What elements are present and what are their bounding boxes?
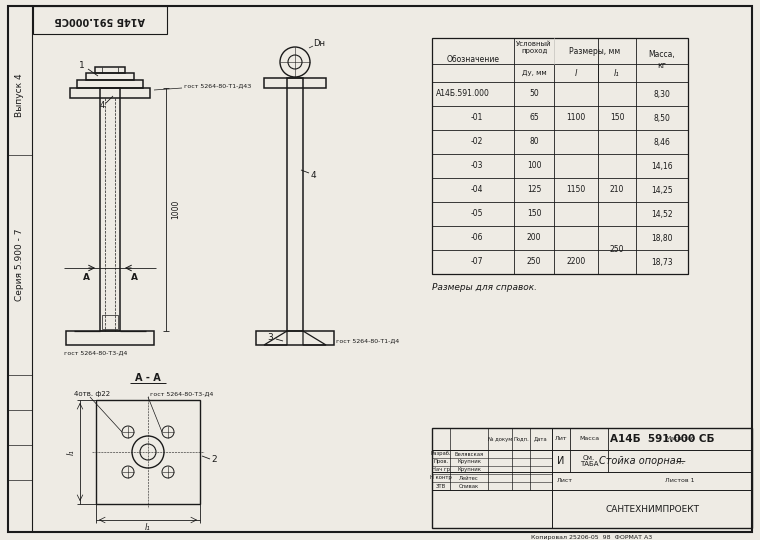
Text: А - А: А - А bbox=[135, 373, 161, 383]
Text: —: — bbox=[675, 456, 685, 466]
Text: 1000: 1000 bbox=[172, 200, 181, 219]
Bar bbox=[33, 6, 167, 34]
Bar bbox=[66, 331, 154, 345]
Text: А14Б 591.000СБ: А14Б 591.000СБ bbox=[55, 15, 145, 25]
Bar bbox=[70, 88, 150, 98]
Bar bbox=[95, 67, 125, 73]
Text: И: И bbox=[557, 456, 565, 466]
Text: -05: -05 bbox=[470, 210, 483, 219]
Text: САНТЕХНИМПРОЕКТ: САНТЕХНИМПРОЕКТ bbox=[605, 504, 699, 514]
Text: гост 5264-80-Т3-Д4: гост 5264-80-Т3-Д4 bbox=[150, 392, 214, 396]
Text: А: А bbox=[131, 273, 138, 282]
Text: Белявская: Белявская bbox=[454, 451, 483, 456]
Text: Крупник: Крупник bbox=[457, 468, 481, 472]
Text: Пров.: Пров. bbox=[433, 460, 448, 464]
Text: А14Б.591.000: А14Б.591.000 bbox=[436, 90, 490, 98]
Text: Размеры, мм: Размеры, мм bbox=[569, 46, 621, 56]
Bar bbox=[264, 78, 326, 88]
Text: Обозначение: Обозначение bbox=[447, 56, 499, 64]
Text: Лейтес: Лейтес bbox=[459, 476, 479, 481]
Text: Масса,
кг: Масса, кг bbox=[648, 50, 676, 70]
Text: -03: -03 bbox=[470, 161, 483, 171]
Text: 14,16: 14,16 bbox=[651, 161, 673, 171]
Text: -04: -04 bbox=[470, 186, 483, 194]
Text: 18,80: 18,80 bbox=[651, 233, 673, 242]
Text: См.
ТАБА: См. ТАБА bbox=[580, 455, 598, 468]
Text: 4: 4 bbox=[100, 102, 105, 111]
Text: Серия 5.900 - 7: Серия 5.900 - 7 bbox=[15, 229, 24, 301]
Bar bbox=[256, 331, 334, 345]
Text: -07: -07 bbox=[470, 258, 483, 267]
Bar bbox=[287, 78, 303, 331]
Text: Листов 1: Листов 1 bbox=[665, 478, 695, 483]
Bar bbox=[96, 400, 200, 504]
Text: 150: 150 bbox=[527, 210, 541, 219]
Text: 125: 125 bbox=[527, 186, 541, 194]
Text: l: l bbox=[575, 69, 577, 78]
Text: Нач гр: Нач гр bbox=[432, 468, 450, 472]
Text: 18,73: 18,73 bbox=[651, 258, 673, 267]
Text: Размеры для справок.: Размеры для справок. bbox=[432, 284, 537, 293]
Text: 2200: 2200 bbox=[566, 258, 586, 267]
Text: 1150: 1150 bbox=[566, 186, 586, 194]
Text: 65: 65 bbox=[529, 113, 539, 123]
Text: Выпуск 4: Выпуск 4 bbox=[15, 73, 24, 117]
Text: l₁: l₁ bbox=[145, 523, 151, 532]
Text: 1: 1 bbox=[79, 62, 85, 71]
Bar bbox=[102, 315, 118, 329]
Text: 1100: 1100 bbox=[566, 113, 586, 123]
Text: 2: 2 bbox=[211, 456, 217, 464]
Text: 250: 250 bbox=[610, 246, 624, 254]
Text: 4отв. ф22: 4отв. ф22 bbox=[74, 391, 110, 397]
Text: гост 5264-80-Т1-Д4З: гост 5264-80-Т1-Д4З bbox=[184, 84, 252, 89]
Text: Масса: Масса bbox=[579, 436, 599, 442]
Text: А: А bbox=[83, 273, 90, 282]
Text: 8,50: 8,50 bbox=[654, 113, 670, 123]
Bar bbox=[100, 88, 120, 331]
Text: Условный
проход: Условный проход bbox=[516, 42, 552, 55]
Text: Крупник: Крупник bbox=[457, 460, 481, 464]
Bar bbox=[432, 428, 752, 528]
Text: l₁: l₁ bbox=[614, 69, 620, 78]
Text: Разраб.: Разраб. bbox=[431, 451, 451, 456]
Text: Dн: Dн bbox=[313, 39, 325, 49]
Text: 8,30: 8,30 bbox=[654, 90, 670, 98]
Text: Лит: Лит bbox=[555, 436, 567, 442]
Text: Подп.: Подп. bbox=[513, 436, 529, 442]
Text: 200: 200 bbox=[527, 233, 541, 242]
Text: Лист: Лист bbox=[557, 478, 573, 483]
Text: 14,25: 14,25 bbox=[651, 186, 673, 194]
Text: Стойка опорная.: Стойка опорная. bbox=[599, 456, 685, 466]
Text: Спивак: Спивак bbox=[459, 483, 479, 489]
Text: Дата: Дата bbox=[534, 436, 548, 442]
Text: Масштаб: Масштаб bbox=[665, 436, 695, 442]
Text: 250: 250 bbox=[527, 258, 541, 267]
Bar bbox=[77, 80, 143, 88]
Text: 3: 3 bbox=[267, 333, 273, 341]
Text: гост 5264-80-Т1-Д4: гост 5264-80-Т1-Д4 bbox=[336, 339, 399, 343]
Bar bbox=[86, 73, 134, 80]
Text: -06: -06 bbox=[470, 233, 483, 242]
Text: -01: -01 bbox=[470, 113, 483, 123]
Bar bbox=[432, 38, 688, 274]
Text: № докум: № докум bbox=[488, 436, 512, 442]
Text: 4: 4 bbox=[310, 171, 316, 179]
Text: Н контр: Н контр bbox=[430, 476, 452, 481]
Text: 14,52: 14,52 bbox=[651, 210, 673, 219]
Text: ЗТВ: ЗТВ bbox=[436, 483, 446, 489]
Text: 8,46: 8,46 bbox=[654, 138, 670, 146]
Text: 210: 210 bbox=[610, 186, 624, 194]
Text: 150: 150 bbox=[610, 113, 624, 123]
Text: Ду, мм: Ду, мм bbox=[521, 70, 546, 76]
Text: 80: 80 bbox=[529, 138, 539, 146]
Text: 50: 50 bbox=[529, 90, 539, 98]
Text: 100: 100 bbox=[527, 161, 541, 171]
Text: -02: -02 bbox=[470, 138, 483, 146]
Text: l₁: l₁ bbox=[67, 449, 75, 455]
Text: А14Б  591.000 СБ: А14Б 591.000 СБ bbox=[610, 434, 714, 444]
Text: Копировал 25206-05  98  ФОРМАТ А3: Копировал 25206-05 98 ФОРМАТ А3 bbox=[531, 535, 653, 539]
Text: гост 5264-80-Т3-Д4: гост 5264-80-Т3-Д4 bbox=[64, 350, 128, 355]
